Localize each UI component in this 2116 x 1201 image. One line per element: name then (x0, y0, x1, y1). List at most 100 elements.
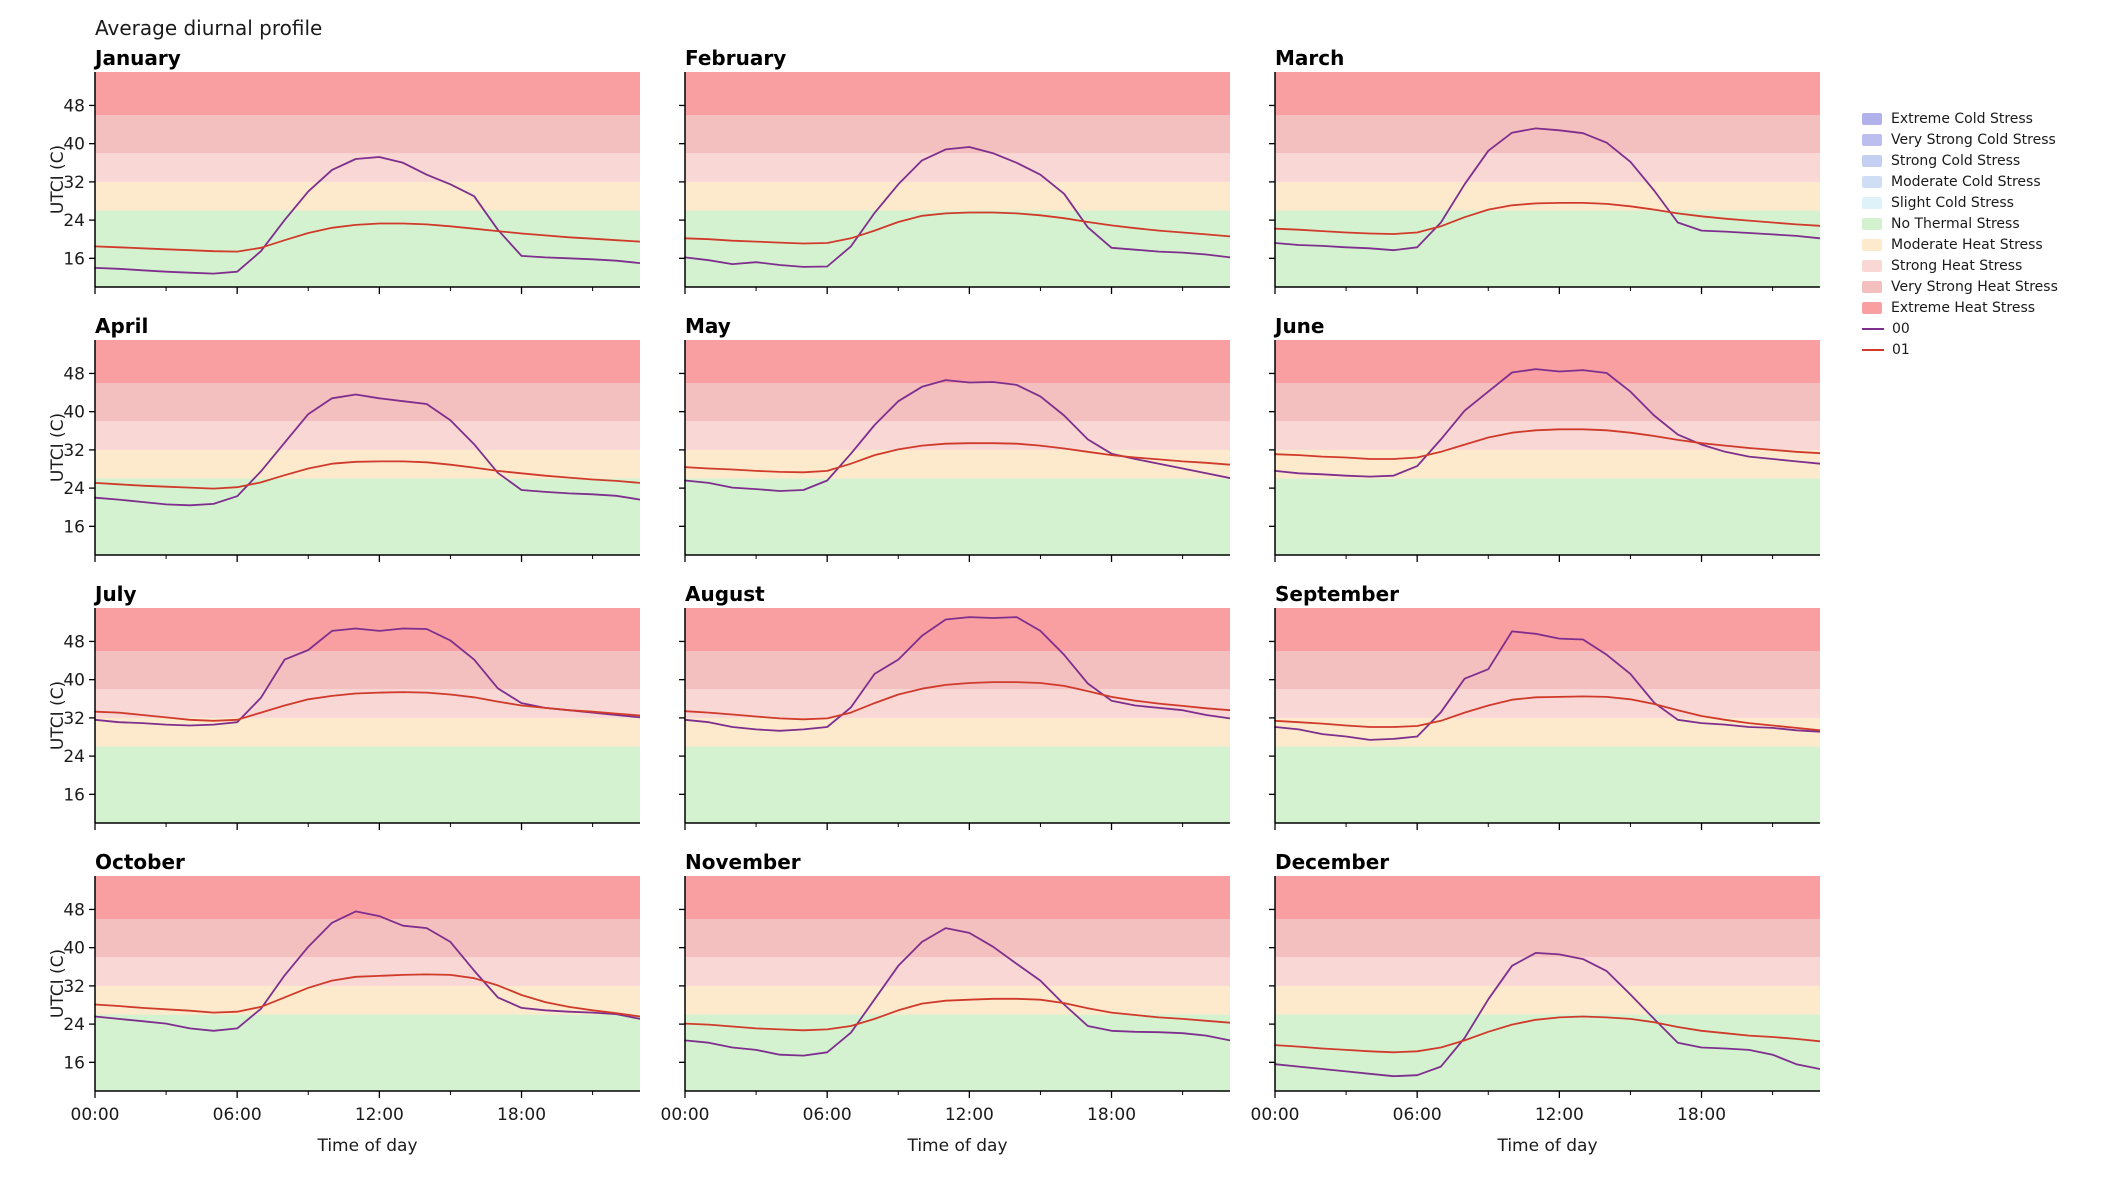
legend-swatch-icon (1862, 239, 1882, 251)
plot-may (679, 340, 1230, 562)
band (1275, 1014, 1820, 1091)
legend-swatch-icon (1862, 197, 1882, 209)
series-line-00 (684, 616, 1230, 732)
band (685, 1014, 1230, 1091)
series-line-01 (1274, 695, 1820, 732)
band (1275, 210, 1820, 287)
series-line-00 (1274, 630, 1820, 741)
plot-january: 16 24 32 40 48 UTCI (C) (50, 72, 640, 294)
legend-label: 01 (1892, 342, 1910, 358)
y-axis-label: UTCI (C) (50, 145, 68, 214)
series-line-01 (1274, 1015, 1820, 1054)
legend-line-icon (1862, 349, 1884, 351)
plot-april: 16 24 32 40 48 UTCI (C) (50, 340, 640, 562)
y-tick-label: 24 (63, 747, 85, 767)
legend-label: Slight Cold Stress (1891, 195, 2014, 211)
series-line-01 (684, 681, 1230, 721)
series-line-00 (1274, 368, 1820, 478)
legend-swatch-icon (1862, 176, 1882, 188)
x-tick-label: 18:00 (1677, 1105, 1726, 1125)
band (95, 421, 640, 450)
band (1275, 717, 1820, 747)
band (1275, 115, 1820, 154)
x-tick-label: 18:00 (497, 1105, 546, 1125)
x-tick-label: 00:00 (1251, 1105, 1300, 1125)
x-tick-label: 06:00 (1393, 1105, 1442, 1125)
subplot-june: June (1230, 312, 1820, 568)
band (685, 210, 1230, 287)
band (95, 689, 640, 718)
band (1275, 876, 1820, 919)
legend-swatch-icon (1862, 218, 1882, 230)
band (1275, 478, 1820, 555)
band (1275, 181, 1820, 211)
band (685, 957, 1230, 986)
month-title-january: January (95, 46, 181, 70)
legend-label: Moderate Heat Stress (1891, 237, 2043, 253)
band (1275, 689, 1820, 718)
band (685, 717, 1230, 747)
series-line-00 (684, 927, 1230, 1057)
band (685, 181, 1230, 211)
month-title-june: June (1275, 314, 1325, 338)
series-line-00 (94, 393, 640, 507)
series-line-01 (94, 222, 640, 253)
band (95, 478, 640, 555)
legend-line-icon (1862, 328, 1884, 330)
band (685, 383, 1230, 422)
y-tick-label: 40 (63, 403, 85, 423)
y-tick-label: 32 (63, 977, 85, 997)
legend-swatch-icon (1862, 260, 1882, 272)
y-tick-label: 48 (63, 632, 85, 652)
band (1275, 421, 1820, 450)
month-title-december: December (1275, 850, 1390, 874)
subplot-november: November 00:00 06:00 12:00 18:00 Time of day (640, 848, 1230, 1161)
y-tick-label: 24 (63, 211, 85, 231)
band (685, 449, 1230, 479)
y-tick-label: 16 (63, 785, 85, 805)
x-tick-label: 00:00 (71, 1105, 120, 1125)
band (95, 957, 640, 986)
x-axis-label: Time of day (316, 1136, 417, 1156)
band (95, 449, 640, 479)
band (95, 210, 640, 287)
y-tick-label: 48 (63, 96, 85, 116)
series-line-00 (684, 379, 1230, 492)
subplot-february: February (640, 44, 1230, 300)
legend-label: Very Strong Cold Stress (1891, 132, 2056, 148)
band (1275, 919, 1820, 958)
legend-label: Extreme Cold Stress (1891, 111, 2033, 127)
band (95, 876, 640, 919)
legend-label: Extreme Heat Stress (1891, 300, 2036, 316)
y-tick-label: 32 (63, 709, 85, 729)
legend-swatch-icon (1862, 134, 1882, 146)
y-tick-label: 40 (63, 135, 85, 155)
band (1275, 746, 1820, 823)
subplot-march: March (1230, 44, 1820, 300)
legend-item-band: No Thermal Stress (1862, 217, 2058, 231)
x-tick-label: 12:00 (945, 1105, 994, 1125)
plot-march (1269, 72, 1820, 294)
y-axis-label: UTCI (C) (50, 413, 68, 482)
y-tick-label: 40 (63, 671, 85, 691)
band (95, 72, 640, 115)
x-tick-label: 12:00 (355, 1105, 404, 1125)
legend-swatch-icon (1862, 155, 1882, 167)
band (685, 608, 1230, 651)
series-line-01 (94, 460, 640, 490)
month-title-april: April (95, 314, 149, 338)
series-line-01 (1274, 428, 1820, 460)
plot-november: 00:00 06:00 12:00 18:00 Time of day (661, 876, 1230, 1156)
band (685, 340, 1230, 383)
legend-label: No Thermal Stress (1891, 216, 2020, 232)
series-line-01 (684, 997, 1230, 1032)
month-title-july: July (95, 582, 137, 606)
legend-item-band: Extreme Heat Stress (1862, 301, 2058, 315)
band (95, 383, 640, 422)
y-tick-label: 40 (63, 939, 85, 959)
plot-july: 16 24 32 40 48 UTCI (C) (50, 608, 640, 830)
legend-item-band: Moderate Cold Stress (1862, 175, 2058, 189)
plot-june (1269, 340, 1820, 562)
band (95, 746, 640, 823)
